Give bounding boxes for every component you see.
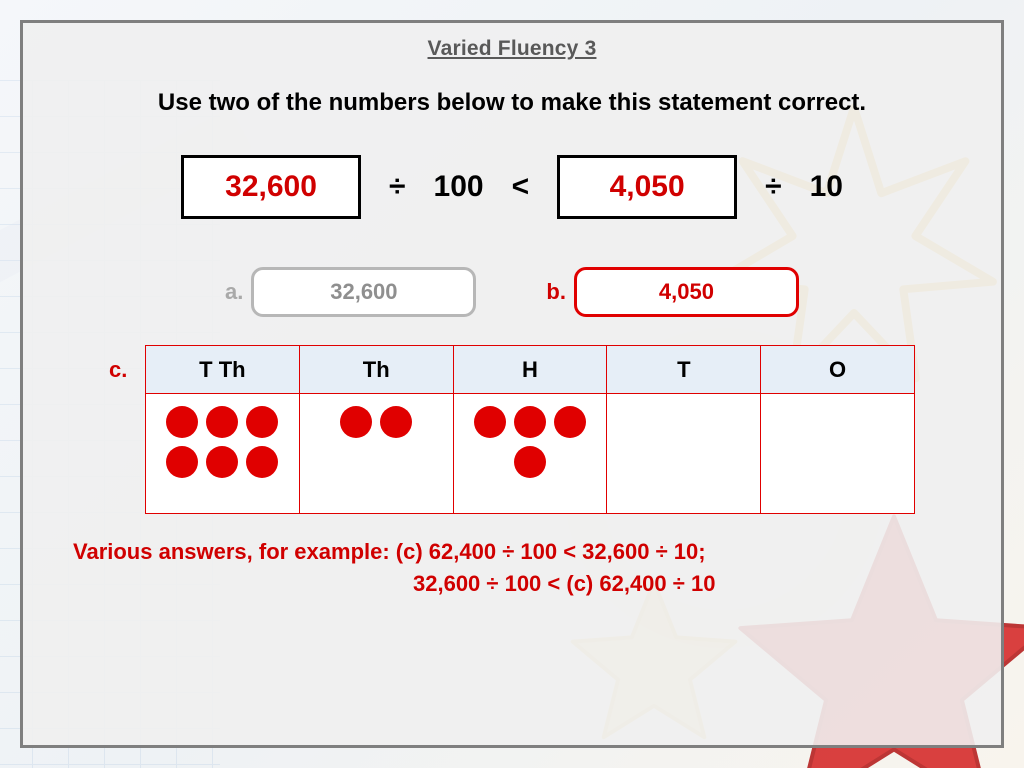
equation-row: 32,600 ÷ 100 < 4,050 ÷ 10	[53, 155, 971, 219]
counter-dot	[166, 406, 198, 438]
option-a-label: a.	[225, 279, 243, 305]
counter-dot	[206, 446, 238, 478]
divisor-2: 10	[810, 170, 843, 204]
slide-background: Varied Fluency 3 Use two of the numbers …	[0, 0, 1024, 768]
answer-line-2: 32,600 ÷ 100 < (c) 62,400 ÷ 10	[73, 568, 971, 600]
counter-dot	[514, 406, 546, 438]
options-row: a. 32,600 b. 4,050	[53, 267, 971, 317]
divide-symbol-2: ÷	[765, 170, 781, 204]
option-a-box: 32,600	[251, 267, 476, 317]
slide-title: Varied Fluency 3	[53, 37, 971, 61]
pv-header-th: Th	[299, 346, 453, 394]
divide-symbol-1: ÷	[389, 170, 405, 204]
pv-header-h: H	[453, 346, 607, 394]
equation-box-1[interactable]: 32,600	[181, 155, 361, 219]
option-b[interactable]: b. 4,050	[546, 267, 799, 317]
answer-text: Various answers, for example: (c) 62,400…	[73, 536, 971, 600]
counter-dot	[474, 406, 506, 438]
option-c-label: c.	[109, 345, 135, 383]
counter-dot	[554, 406, 586, 438]
divisor-1: 100	[434, 170, 484, 204]
option-b-box: 4,050	[574, 267, 799, 317]
pv-cell-th	[299, 394, 453, 514]
counter-dot	[206, 406, 238, 438]
pv-header-tth: T Th	[146, 346, 300, 394]
place-value-chart[interactable]: T ThThHTO	[145, 345, 915, 514]
counter-dot	[380, 406, 412, 438]
pv-header-t: T	[607, 346, 761, 394]
option-a[interactable]: a. 32,600	[225, 267, 476, 317]
equation-box-2[interactable]: 4,050	[557, 155, 737, 219]
counter-dot	[246, 446, 278, 478]
pv-header-o: O	[761, 346, 915, 394]
counter-dot	[340, 406, 372, 438]
pv-cell-o	[761, 394, 915, 514]
option-b-label: b.	[546, 279, 566, 305]
counter-dot	[166, 446, 198, 478]
compare-symbol: <	[512, 170, 530, 204]
counter-dot	[246, 406, 278, 438]
answer-line-1: Various answers, for example: (c) 62,400…	[73, 539, 706, 564]
pv-cell-t	[607, 394, 761, 514]
instruction-text: Use two of the numbers below to make thi…	[53, 89, 971, 117]
pv-cell-tth	[146, 394, 300, 514]
option-c-row: c. T ThThHTO	[109, 345, 971, 514]
slide-frame: Varied Fluency 3 Use two of the numbers …	[20, 20, 1004, 748]
pv-cell-h	[453, 394, 607, 514]
counter-dot	[514, 446, 546, 478]
